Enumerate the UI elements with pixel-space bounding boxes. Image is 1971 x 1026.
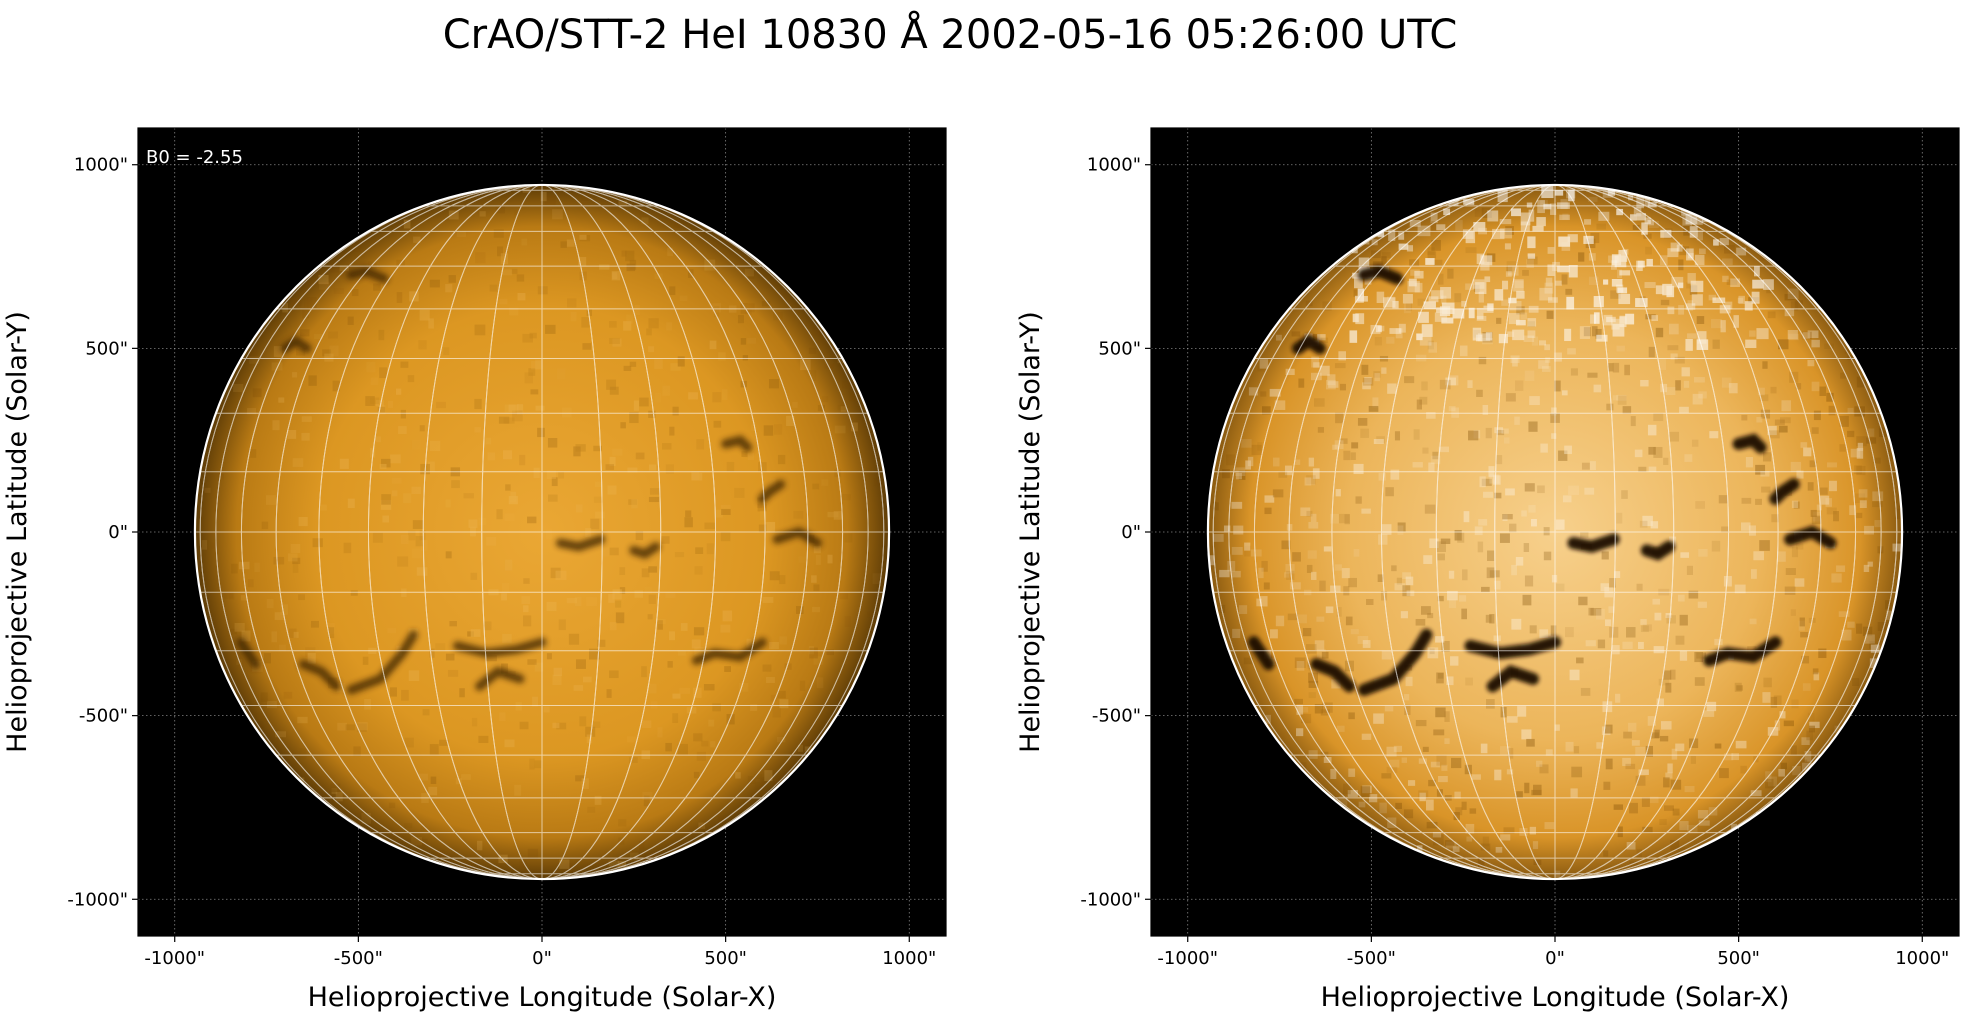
right-y-tick-label: 0" (1121, 522, 1141, 543)
left-y-tick-label: -500" (79, 706, 128, 727)
right-x-tick-label: -500" (1347, 948, 1396, 969)
left-y-tick-label: 500" (85, 338, 128, 359)
right-x-axis-label: Helioprojective Longitude (Solar-X) (1321, 982, 1790, 1013)
right-x-tick-label: 0" (1545, 948, 1565, 969)
left-limb-outline (193, 183, 891, 881)
left-y-axis-label: Helioprojective Latitude (Solar-Y) (2, 311, 33, 753)
right-x-tick-label: 1000" (1895, 948, 1949, 969)
right-x-tick-label: 500" (1717, 948, 1760, 969)
left-b0-annotation: B0 = -2.55 (146, 147, 243, 168)
left-heliographic-grid (194, 184, 890, 880)
figure-title: CrAO/STT-2 HeI 10830 Å 2002-05-16 05:26:… (442, 12, 1458, 58)
right-y-tick-label: 1000" (1087, 155, 1141, 176)
right-solar-disk (1207, 184, 1903, 880)
right-y-tick-label: -1000" (1080, 889, 1141, 910)
left-x-tick-label: 0" (532, 948, 552, 969)
right-x-tick-label: -1000" (1157, 948, 1218, 969)
right-heliographic-grid (1207, 184, 1903, 880)
left-y-tick-label: 1000" (74, 155, 128, 176)
left-y-tick-label: 0" (108, 522, 128, 543)
left-x-tick-label: 1000" (882, 948, 936, 969)
left-solar-disk (194, 184, 890, 880)
right-limb-outline (1206, 183, 1904, 881)
right-y-tick-label: -500" (1092, 706, 1141, 727)
left-x-tick-label: -500" (334, 948, 383, 969)
left-x-axis-label: Helioprojective Longitude (Solar-X) (308, 982, 777, 1013)
left-x-tick-label: -1000" (144, 948, 205, 969)
left-x-tick-label: 500" (704, 948, 747, 969)
right-y-axis-label: Helioprojective Latitude (Solar-Y) (1015, 311, 1046, 753)
left-y-tick-label: -1000" (67, 889, 128, 910)
right-y-tick-label: 500" (1098, 338, 1141, 359)
